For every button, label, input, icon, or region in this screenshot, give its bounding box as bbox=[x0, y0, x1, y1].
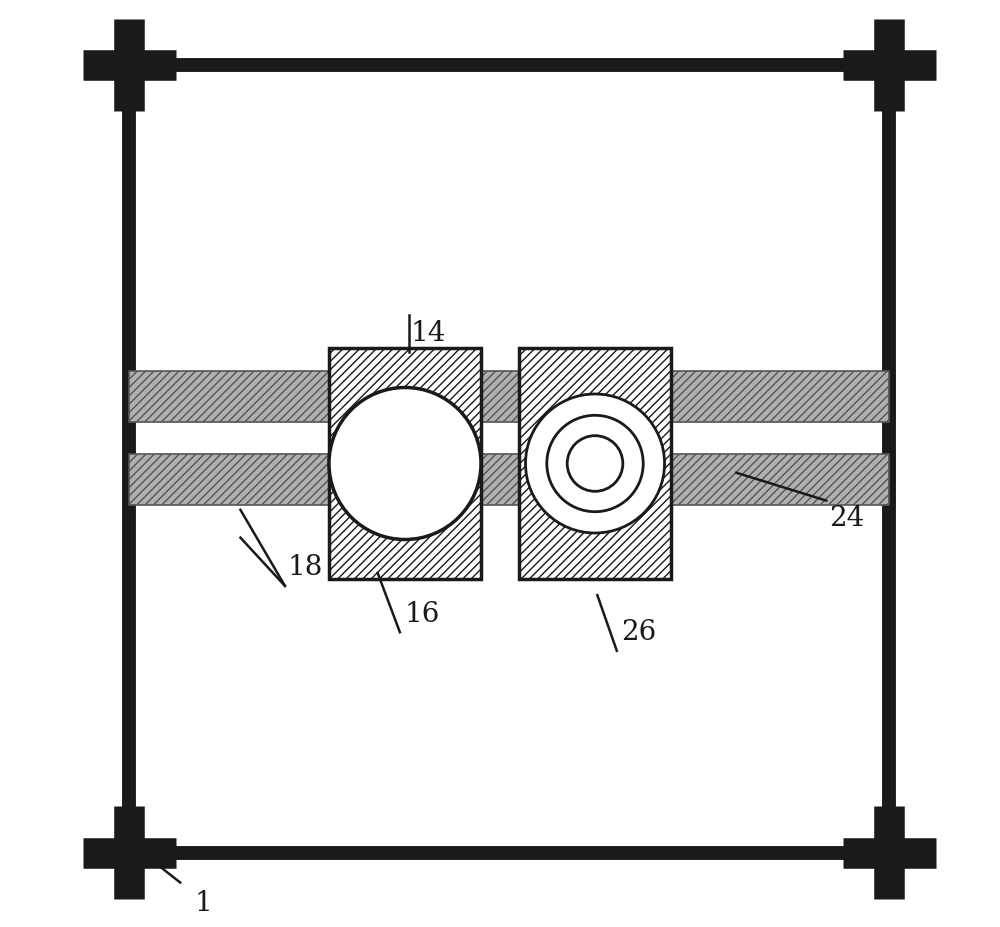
Circle shape bbox=[525, 394, 665, 533]
Text: 24: 24 bbox=[829, 505, 864, 532]
Bar bbox=[519, 348, 671, 579]
Text: 1: 1 bbox=[194, 890, 212, 917]
Text: 26: 26 bbox=[621, 619, 657, 646]
Text: 18: 18 bbox=[288, 554, 323, 581]
Bar bbox=[329, 348, 481, 579]
Text: 16: 16 bbox=[405, 601, 440, 628]
Bar bbox=[129, 371, 889, 422]
Circle shape bbox=[547, 415, 643, 512]
Circle shape bbox=[329, 387, 481, 540]
Bar bbox=[129, 454, 889, 505]
Circle shape bbox=[567, 436, 623, 491]
Text: 14: 14 bbox=[411, 320, 446, 347]
